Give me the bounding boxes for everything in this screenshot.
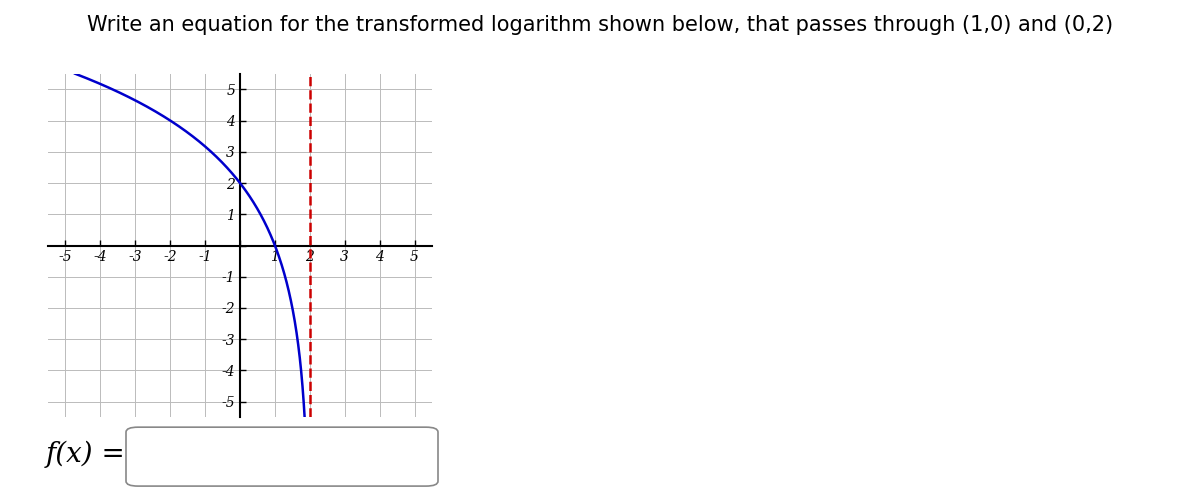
Text: Write an equation for the transformed logarithm shown below, that passes through: Write an equation for the transformed lo… <box>86 15 1114 35</box>
Text: f(x) =: f(x) = <box>46 440 125 468</box>
